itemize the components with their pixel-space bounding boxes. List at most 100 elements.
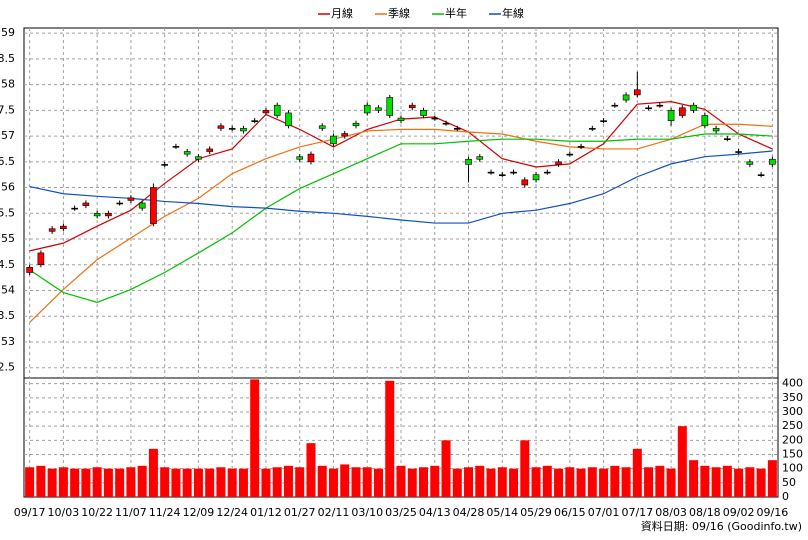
volume-bar — [137, 465, 147, 497]
x-tick-label: 05/14 — [486, 506, 518, 519]
volume-bar — [621, 467, 631, 497]
volume-bar — [182, 468, 192, 497]
candle-body — [577, 146, 585, 148]
x-tick-label: 05/29 — [520, 506, 552, 519]
candle-body — [93, 212, 101, 217]
volume-bar — [407, 468, 417, 497]
candle-body — [307, 153, 315, 163]
y2-tick-label: 350 — [782, 391, 803, 404]
candle-body — [667, 110, 675, 121]
volume-bar — [497, 467, 507, 497]
candle-body — [724, 138, 731, 140]
volume-bar — [666, 468, 676, 497]
candle-body — [453, 128, 461, 130]
x-tick-label: 07/01 — [588, 506, 620, 519]
candle-body — [397, 117, 405, 121]
volume-bar — [441, 440, 451, 497]
candle-body — [521, 179, 529, 186]
volume-bar — [689, 460, 699, 497]
candle-body — [487, 171, 495, 174]
candle-body — [656, 104, 664, 107]
volume-bar — [362, 467, 372, 497]
volume-bar — [36, 465, 46, 497]
y2-tick-label: 150 — [782, 448, 803, 461]
y2-tick-label: 300 — [782, 405, 803, 418]
volume-bar — [81, 468, 91, 497]
volume-bar — [734, 468, 744, 497]
candle-body — [420, 110, 427, 116]
x-tick-label: 01/27 — [284, 506, 316, 519]
y-tick-label: 58 — [1, 78, 15, 91]
ma-line — [29, 133, 773, 303]
candle-body — [195, 156, 202, 160]
volume-bar — [745, 467, 755, 497]
y-tick-label: 55 — [1, 232, 15, 245]
candle-body — [442, 122, 450, 125]
candle-body — [330, 135, 337, 145]
y-tick-label: 53 — [1, 335, 15, 348]
candle-body — [48, 228, 56, 232]
candle-body — [172, 146, 180, 148]
volume-bar — [610, 465, 620, 497]
volume-bar — [531, 467, 541, 497]
x-tick-label: 08/18 — [689, 506, 721, 519]
volume-bar — [464, 467, 474, 497]
candle-body — [37, 252, 45, 266]
x-tick-label: 12/24 — [216, 506, 248, 519]
candle-body — [498, 174, 506, 176]
candle-body — [600, 120, 607, 122]
volume-bar — [92, 467, 102, 497]
volume-bar — [47, 468, 57, 497]
candle-body — [150, 187, 157, 224]
volume-bar — [373, 468, 383, 497]
volume-bar — [632, 448, 642, 497]
x-tick-label: 11/07 — [115, 506, 147, 519]
volume-bar — [103, 468, 113, 497]
x-tick-label: 11/24 — [149, 506, 181, 519]
volume-bar — [25, 467, 35, 497]
volume-bar — [509, 468, 519, 497]
x-tick-label: 04/28 — [453, 506, 485, 519]
candle-body — [206, 148, 213, 152]
candle-body — [116, 202, 123, 205]
y2-tick-label: 400 — [782, 377, 803, 390]
volume-bar — [599, 468, 609, 497]
y-tick-label: 56 — [1, 181, 15, 194]
candle-body — [26, 267, 33, 273]
candle-body — [375, 107, 382, 111]
y2-tick-label: 250 — [782, 419, 803, 432]
candle-body — [769, 158, 776, 165]
volume-bar — [475, 465, 485, 497]
candle-body — [701, 115, 709, 127]
volume-bar — [115, 468, 125, 497]
volume-bar — [756, 468, 766, 497]
volume-bar — [655, 465, 665, 497]
volume-bar — [767, 460, 777, 497]
volume-bar — [520, 440, 530, 497]
y-tick-label: 59 — [1, 26, 15, 39]
x-tick-label: 01/12 — [250, 506, 282, 519]
candle-body — [589, 128, 596, 130]
volume-bar — [430, 465, 440, 497]
volume-bar — [340, 464, 350, 497]
volume-bar — [677, 426, 687, 497]
volume-bar — [148, 448, 158, 497]
candle-body — [138, 202, 146, 209]
y2-tick-label: 50 — [782, 476, 796, 489]
volume-bar — [193, 468, 203, 497]
candle-body — [296, 156, 304, 160]
x-tick-label: 07/17 — [621, 506, 653, 519]
candle-body — [712, 128, 720, 132]
candle-body — [634, 89, 641, 96]
candle-body — [60, 225, 67, 230]
candle-body — [386, 97, 394, 116]
volume-bar — [227, 468, 237, 497]
x-tick-label: 04/13 — [419, 506, 451, 519]
volume-bar — [250, 379, 260, 497]
candle-body — [318, 125, 326, 129]
volume-bar — [554, 468, 564, 497]
volume-bar — [171, 468, 181, 497]
volume-bar — [205, 468, 215, 497]
x-tick-label: 10/22 — [81, 506, 113, 519]
